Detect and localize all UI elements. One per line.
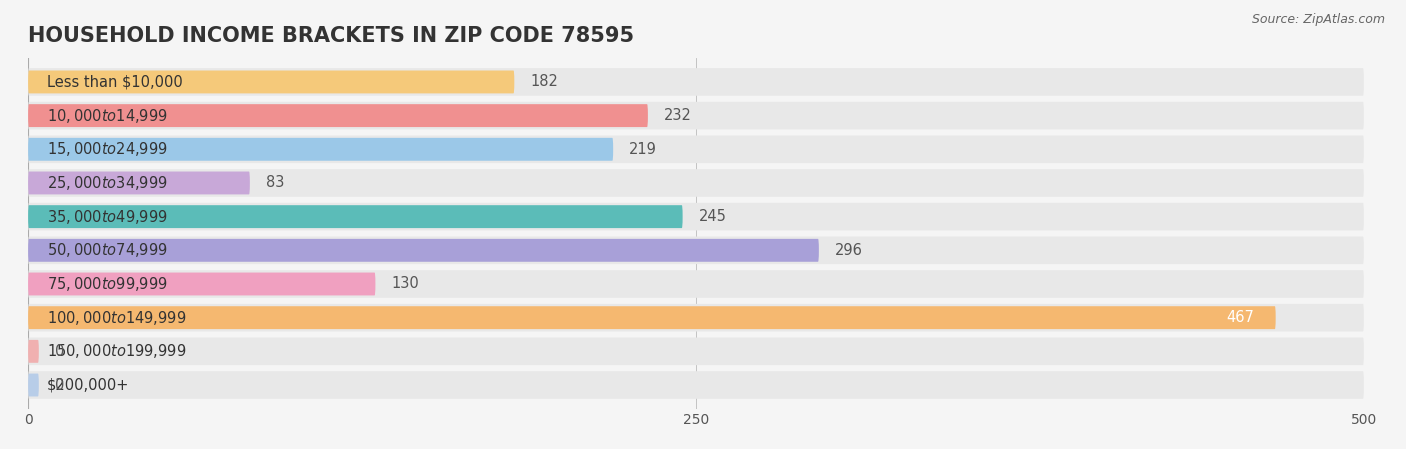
Text: 130: 130 xyxy=(391,277,419,291)
Text: Source: ZipAtlas.com: Source: ZipAtlas.com xyxy=(1251,13,1385,26)
Text: 0: 0 xyxy=(55,378,65,392)
FancyBboxPatch shape xyxy=(28,172,250,194)
FancyBboxPatch shape xyxy=(28,306,1275,329)
FancyBboxPatch shape xyxy=(28,203,1364,230)
Text: $15,000 to $24,999: $15,000 to $24,999 xyxy=(46,140,167,158)
Text: 245: 245 xyxy=(699,209,727,224)
Text: $50,000 to $74,999: $50,000 to $74,999 xyxy=(46,241,167,260)
Text: 219: 219 xyxy=(630,142,657,157)
FancyBboxPatch shape xyxy=(28,169,1364,197)
FancyBboxPatch shape xyxy=(28,104,648,127)
Text: $200,000+: $200,000+ xyxy=(46,378,129,392)
FancyBboxPatch shape xyxy=(28,68,1364,96)
Text: $35,000 to $49,999: $35,000 to $49,999 xyxy=(46,207,167,226)
Text: 467: 467 xyxy=(1226,310,1254,325)
Text: $150,000 to $199,999: $150,000 to $199,999 xyxy=(46,342,186,361)
FancyBboxPatch shape xyxy=(28,205,683,228)
Text: $25,000 to $34,999: $25,000 to $34,999 xyxy=(46,174,167,192)
Text: HOUSEHOLD INCOME BRACKETS IN ZIP CODE 78595: HOUSEHOLD INCOME BRACKETS IN ZIP CODE 78… xyxy=(28,26,634,46)
Text: 83: 83 xyxy=(266,176,284,190)
FancyBboxPatch shape xyxy=(28,374,39,396)
Text: Less than $10,000: Less than $10,000 xyxy=(46,75,183,89)
Text: 0: 0 xyxy=(55,344,65,359)
FancyBboxPatch shape xyxy=(28,371,1364,399)
FancyBboxPatch shape xyxy=(28,304,1364,331)
FancyBboxPatch shape xyxy=(28,340,39,363)
Text: $10,000 to $14,999: $10,000 to $14,999 xyxy=(46,106,167,125)
FancyBboxPatch shape xyxy=(28,102,1364,129)
FancyBboxPatch shape xyxy=(28,138,613,161)
FancyBboxPatch shape xyxy=(28,239,818,262)
FancyBboxPatch shape xyxy=(28,136,1364,163)
FancyBboxPatch shape xyxy=(28,273,375,295)
Text: $75,000 to $99,999: $75,000 to $99,999 xyxy=(46,275,167,293)
Text: 232: 232 xyxy=(664,108,692,123)
Text: 182: 182 xyxy=(530,75,558,89)
FancyBboxPatch shape xyxy=(28,70,515,93)
FancyBboxPatch shape xyxy=(28,270,1364,298)
Text: $100,000 to $149,999: $100,000 to $149,999 xyxy=(46,308,186,327)
Text: 296: 296 xyxy=(835,243,863,258)
FancyBboxPatch shape xyxy=(28,338,1364,365)
FancyBboxPatch shape xyxy=(28,237,1364,264)
